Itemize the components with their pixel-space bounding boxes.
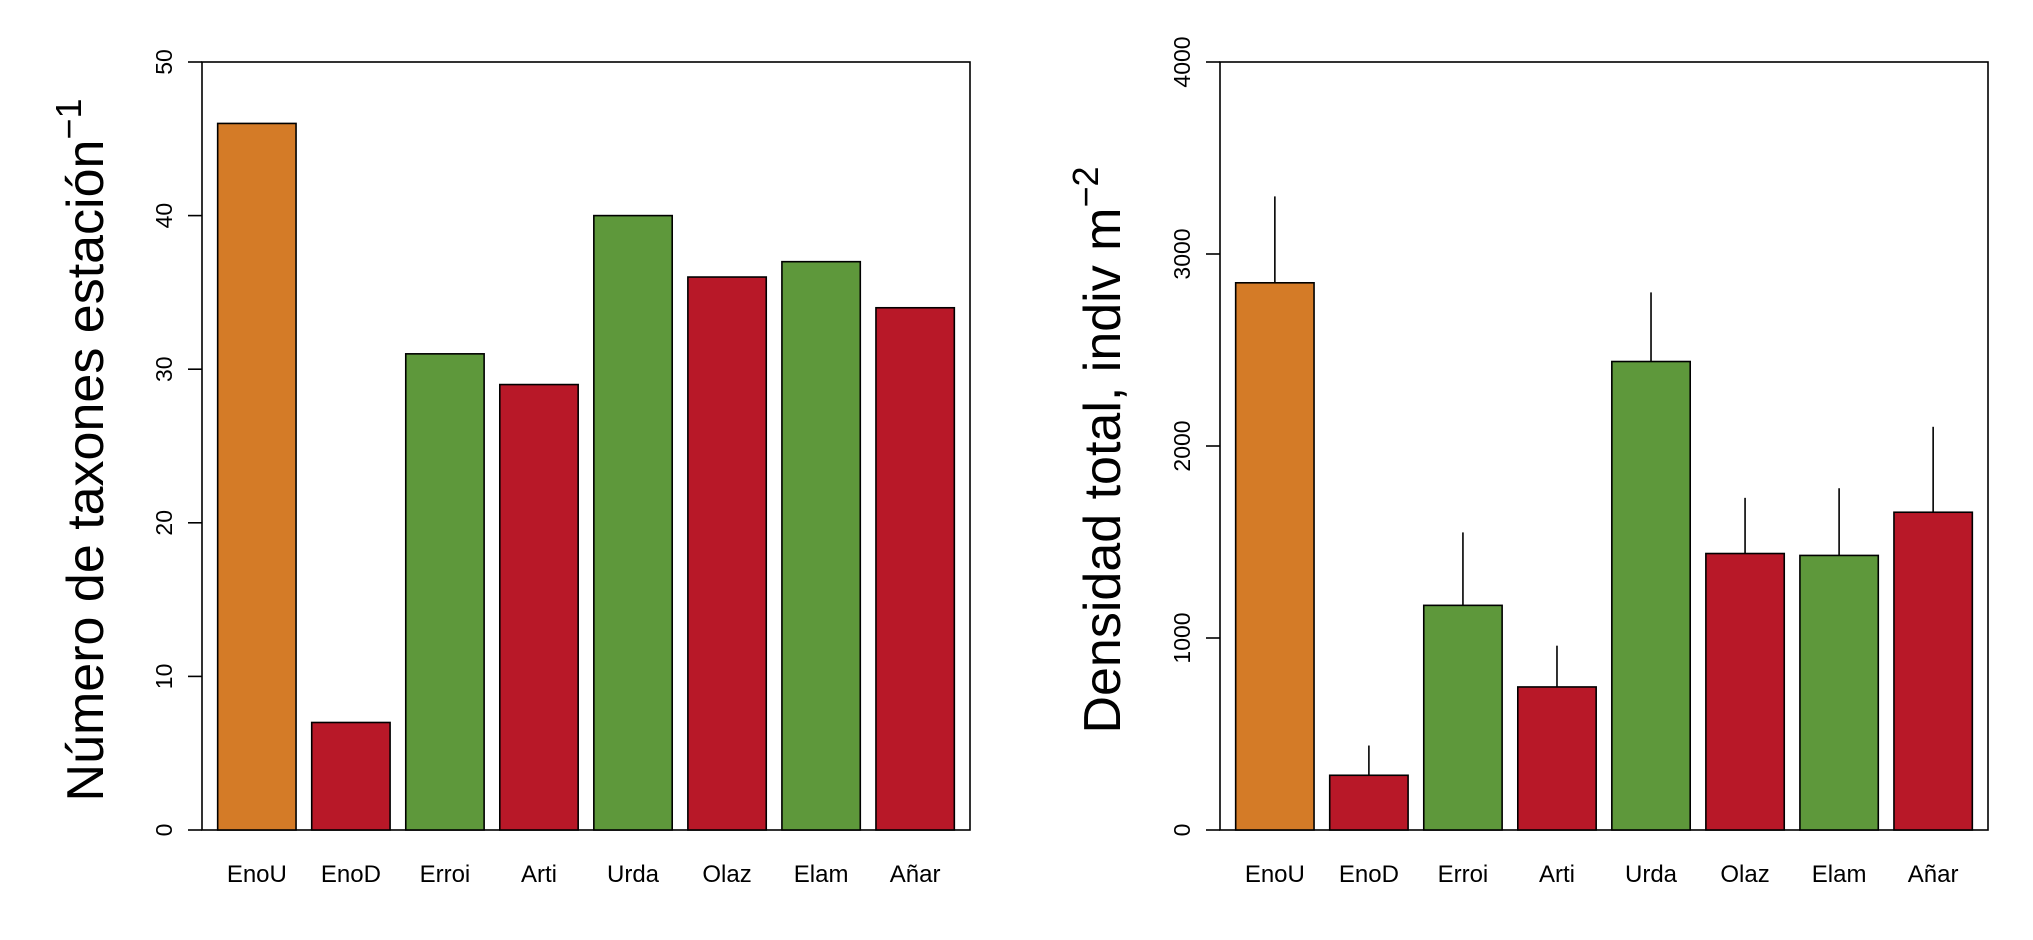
x-category-label: Añar bbox=[1908, 861, 1959, 888]
bar-elam bbox=[1799, 554, 1880, 831]
chart-panel-density: Densidad total, indiv m−2 0 1000 2000 3000 4… bbox=[1065, 36, 1989, 888]
y-tick-label: 1000 bbox=[1169, 612, 1195, 663]
x-category-label: Erroi bbox=[420, 861, 471, 888]
x-category-label: Elam bbox=[1812, 861, 1867, 888]
x-category-label: Urda bbox=[607, 861, 660, 888]
x-category-label: EnoD bbox=[1339, 861, 1399, 888]
x-category-label: EnoU bbox=[1245, 861, 1305, 888]
bar-urda bbox=[593, 214, 674, 831]
x-category-label: EnoU bbox=[227, 861, 287, 888]
x-category-label: Elam bbox=[794, 861, 849, 888]
x-category-label: Añar bbox=[890, 861, 941, 888]
plot-frame bbox=[201, 61, 971, 831]
x-category-label: Olaz bbox=[1720, 861, 1769, 888]
bar-arti bbox=[1516, 686, 1597, 831]
bar-elam bbox=[781, 260, 862, 831]
y-tick-label: 30 bbox=[151, 356, 177, 382]
bar-añar bbox=[1893, 511, 1974, 831]
bar-enod bbox=[1328, 774, 1409, 831]
y-tick-label: 50 bbox=[151, 49, 177, 75]
bar-arti bbox=[498, 383, 579, 831]
y-axis-title-main: Densidad total, indiv m bbox=[1074, 208, 1132, 734]
bar-erroi bbox=[404, 353, 485, 831]
x-category-label: Arti bbox=[521, 861, 557, 888]
x-category-label: Olaz bbox=[702, 861, 751, 888]
bar-enou bbox=[1234, 281, 1315, 831]
bar-añar bbox=[875, 306, 956, 831]
y-axis-title: Número de taxones estación−1 bbox=[48, 99, 115, 802]
bar-enod bbox=[310, 721, 391, 831]
bar-enou bbox=[216, 122, 297, 831]
bar-olaz bbox=[687, 276, 768, 831]
bar-urda bbox=[1611, 360, 1692, 831]
y-tick-label: 3000 bbox=[1169, 228, 1195, 279]
y-tick-label: 10 bbox=[151, 664, 177, 690]
y-tick-label: 0 bbox=[1169, 824, 1195, 837]
bar-erroi bbox=[1422, 604, 1503, 831]
bar-olaz bbox=[1705, 552, 1786, 831]
chart-panel-taxa: Número de taxones estación−1 0 10 20 30 40 50… bbox=[48, 49, 971, 888]
x-category-label: Urda bbox=[1625, 861, 1678, 888]
y-tick-label: 2000 bbox=[1169, 420, 1195, 471]
y-axis-title: Densidad total, indiv m−2 bbox=[1065, 166, 1132, 733]
x-category-label: Erroi bbox=[1438, 861, 1489, 888]
y-axis-title-main: Número de taxones estación bbox=[57, 140, 115, 802]
y-tick-label: 0 bbox=[151, 824, 177, 837]
y-tick-label: 40 bbox=[151, 203, 177, 229]
y-tick-label: 4000 bbox=[1169, 36, 1195, 87]
x-category-label: EnoD bbox=[321, 861, 381, 888]
y-axis-title-superscript: −1 bbox=[48, 99, 89, 140]
y-axis-title-superscript: −2 bbox=[1065, 166, 1106, 207]
x-category-label: Arti bbox=[1539, 861, 1575, 888]
y-tick-label: 20 bbox=[151, 510, 177, 536]
